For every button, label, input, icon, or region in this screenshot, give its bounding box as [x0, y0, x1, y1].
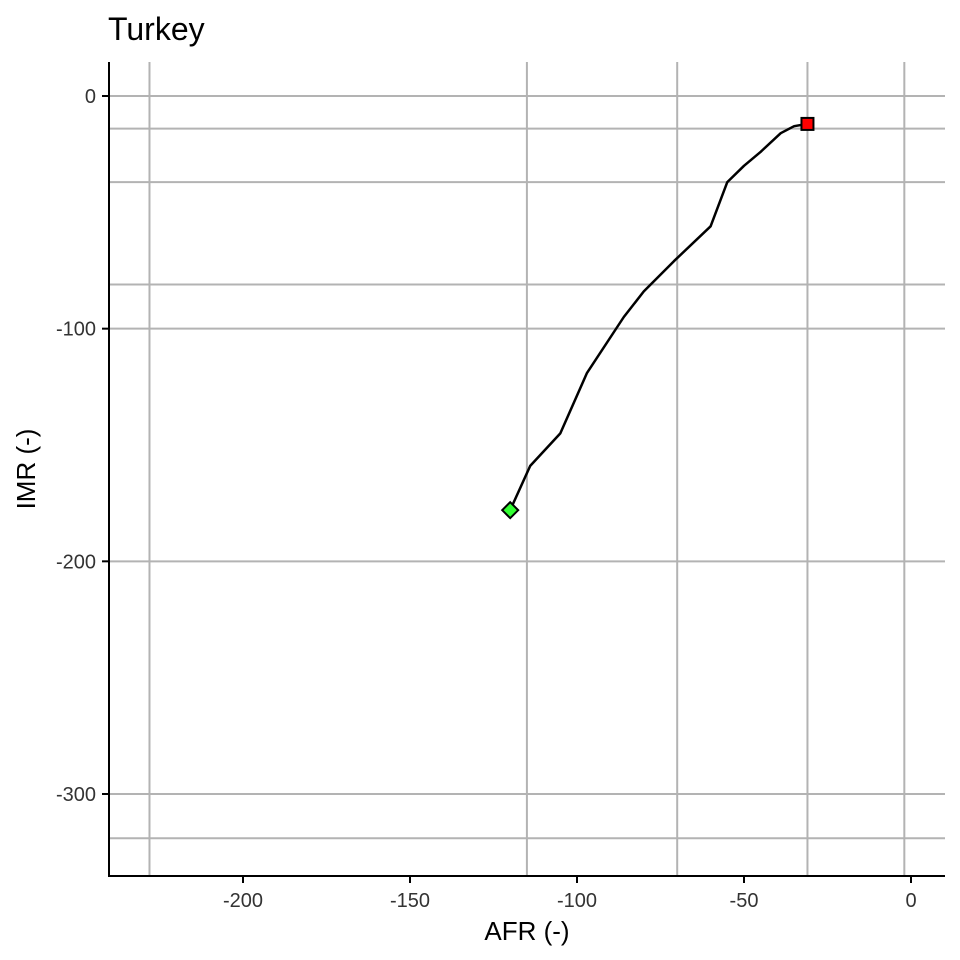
x-tick-label-4: 0: [905, 890, 916, 912]
series-line: [509, 122, 808, 511]
series-path: [509, 122, 808, 511]
chart-title: Turkey: [108, 11, 205, 47]
markers: [500, 116, 815, 520]
x-ticks: -200 -150 -100 -50 0: [223, 876, 917, 912]
x-tick-label-0: -200: [223, 890, 263, 912]
y-tick-label-1: -100: [56, 319, 96, 341]
end-marker-square: [800, 116, 815, 131]
axes: [108, 62, 945, 877]
y-ticks: 0 -100 -200 -300: [56, 86, 109, 806]
x-tick-label-2: -100: [557, 890, 597, 912]
y-tick-label-3: -300: [56, 784, 96, 806]
start-marker-diamond: [500, 500, 520, 520]
y-axis-label: IMR (-): [11, 429, 41, 510]
x-tick-label-3: -50: [730, 890, 759, 912]
grid-lines: [109, 62, 945, 876]
x-tick-label-1: -150: [390, 890, 430, 912]
x-axis-label: AFR (-): [484, 916, 569, 946]
y-tick-label-2: -200: [56, 551, 96, 573]
y-tick-label-0: 0: [85, 86, 96, 108]
